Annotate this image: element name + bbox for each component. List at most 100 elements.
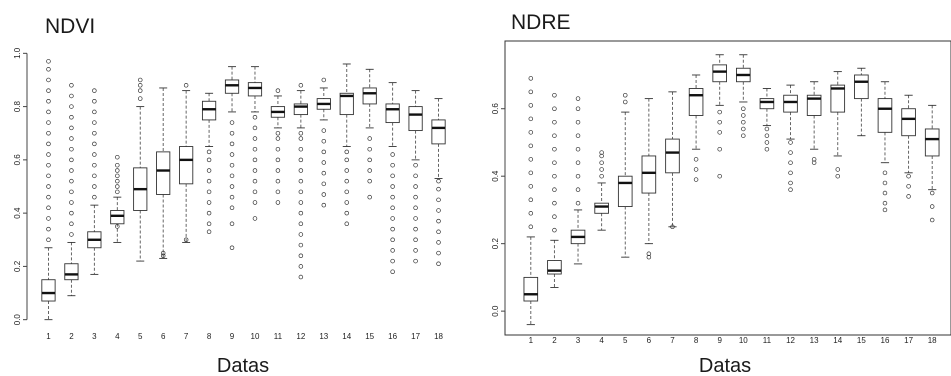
outlier-point xyxy=(599,173,604,179)
outlier-point xyxy=(413,184,418,189)
outlier-point xyxy=(252,178,258,184)
ndvi-x-axis-label: Datas xyxy=(217,355,269,376)
outlier-point xyxy=(528,143,534,149)
outlier-point xyxy=(69,189,74,195)
outlier-point xyxy=(882,180,888,186)
outlier-point xyxy=(741,113,746,118)
outlier-point xyxy=(298,200,304,205)
outlier-point xyxy=(390,173,395,179)
ndre-y-tick-label: 0.0 xyxy=(491,305,500,317)
outlier-point xyxy=(69,83,74,88)
outlier-point xyxy=(69,157,74,163)
ndre-x-tick-label: 9 xyxy=(717,336,722,345)
outlier-point xyxy=(575,133,581,138)
ndre-x-tick-label: 14 xyxy=(833,336,842,345)
outlier-point xyxy=(764,140,770,145)
iqr-box xyxy=(362,87,377,105)
outlier-point xyxy=(552,119,557,125)
ndre-x-tick-label: 5 xyxy=(623,336,628,345)
ndre-x-tick-label: 6 xyxy=(647,336,652,345)
outlier-point xyxy=(298,242,304,248)
outlier-point xyxy=(206,221,212,227)
outlier-point xyxy=(717,109,722,115)
ndvi-x-tick-label: 12 xyxy=(296,332,305,341)
iqr-box xyxy=(901,108,916,137)
ndvi-x-tick-label: 17 xyxy=(411,332,420,341)
outlier-point xyxy=(575,106,581,111)
outlier-point xyxy=(528,103,534,108)
outlier-point xyxy=(344,168,350,173)
outlier-point xyxy=(344,149,350,155)
outlier-point xyxy=(413,173,418,179)
ndvi-x-tick-label: 6 xyxy=(161,332,166,341)
outlier-point xyxy=(413,248,418,253)
outlier-point xyxy=(321,192,327,197)
outlier-point xyxy=(788,160,793,165)
outlier-point xyxy=(92,152,97,157)
ndre-box-16 xyxy=(877,81,893,213)
ndvi-box-7 xyxy=(179,83,194,243)
outlier-point xyxy=(252,216,258,221)
outlier-point xyxy=(835,167,840,172)
ndre-panel: NDRE 0.00.20.40.61 2 3 4 5 6 7 8 9 10 11 12 13 14 15 16… xyxy=(491,11,951,376)
outlier-point xyxy=(575,200,581,206)
outlier-point xyxy=(92,99,97,104)
outlier-point xyxy=(436,229,441,235)
outlier-point xyxy=(206,189,212,195)
outlier-point xyxy=(252,189,258,195)
outlier-point xyxy=(575,146,581,152)
ndvi-y-tick-label: 0.2 xyxy=(13,260,22,272)
outlier-point xyxy=(811,160,817,165)
outlier-point xyxy=(115,162,120,168)
outlier-point xyxy=(552,173,557,179)
outlier-point xyxy=(275,130,281,136)
iqr-box xyxy=(594,202,609,214)
outlier-point xyxy=(344,178,350,184)
outlier-point xyxy=(552,133,557,138)
outlier-point xyxy=(69,136,74,141)
ndvi-box-12 xyxy=(293,83,308,280)
ndre-x-tick-label: 15 xyxy=(857,336,866,345)
outlier-point xyxy=(882,170,888,176)
ndvi-box-15 xyxy=(362,68,377,200)
outlier-point xyxy=(717,130,722,135)
outlier-point xyxy=(46,77,51,83)
outlier-point xyxy=(436,240,441,245)
iqr-box xyxy=(830,84,846,113)
outlier-point xyxy=(436,218,441,224)
outlier-point xyxy=(367,146,372,152)
ndvi-x-tick-label: 3 xyxy=(92,332,97,341)
outlier-point xyxy=(115,184,120,189)
ndre-x-tick-label: 16 xyxy=(881,336,890,345)
ndvi-x-tick-label: 9 xyxy=(230,332,235,341)
outlier-point xyxy=(528,89,534,95)
outlier-point xyxy=(390,269,395,274)
outlier-point xyxy=(92,194,97,200)
iqr-box xyxy=(877,98,893,133)
iqr-box xyxy=(547,260,562,275)
outlier-point xyxy=(528,76,534,81)
iqr-box xyxy=(854,74,869,100)
outlier-point xyxy=(252,168,258,173)
ndre-y-tick-label: 0.4 xyxy=(491,170,500,182)
outlier-point xyxy=(298,189,304,195)
iqr-box xyxy=(224,79,240,94)
outlier-point xyxy=(413,258,418,264)
outlier-point xyxy=(436,178,441,184)
outlier-point xyxy=(552,214,557,219)
outlier-point xyxy=(390,162,395,168)
outlier-point xyxy=(693,157,699,162)
outlier-point xyxy=(882,200,888,206)
ndre-x-tick-label: 3 xyxy=(576,336,581,345)
outlier-point xyxy=(528,157,534,162)
outlier-point xyxy=(138,96,143,101)
outlier-point xyxy=(321,138,327,144)
iqr-box xyxy=(247,82,263,97)
outlier-point xyxy=(413,162,418,168)
ndre-box-8 xyxy=(688,74,704,182)
ndvi-box-5 xyxy=(133,77,148,262)
ndre-plot-frame xyxy=(504,40,951,336)
iqr-box xyxy=(641,155,657,194)
outlier-point xyxy=(436,261,441,266)
ndre-x-axis-label: Datas xyxy=(699,355,751,376)
